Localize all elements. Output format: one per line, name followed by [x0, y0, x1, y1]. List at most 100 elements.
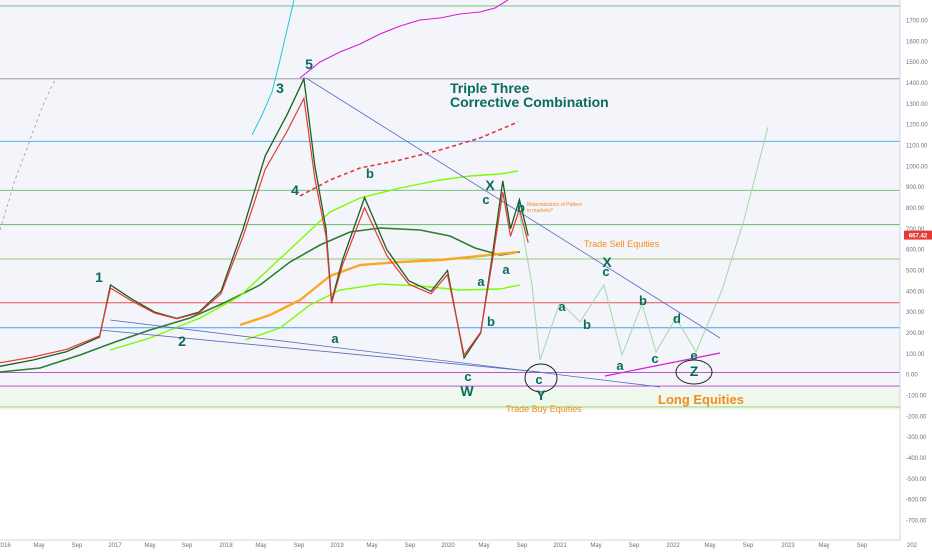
x-tick-label: Sep	[517, 543, 528, 549]
y-target-ellipse	[524, 363, 558, 393]
wave-label: 3	[276, 80, 284, 96]
y-tick-label: 1500.00	[906, 60, 928, 66]
x-tick-label: 2018	[219, 543, 233, 549]
x-tick-label: 2016	[0, 543, 11, 549]
wave-label: d	[673, 311, 681, 326]
wave-label: b	[583, 317, 591, 332]
x-tick-label: 2019	[330, 543, 344, 549]
y-tick-label: 800.00	[906, 206, 925, 212]
y-tick-label: 400.00	[906, 289, 925, 295]
z-target-ellipse	[675, 359, 713, 385]
y-tick-label: -700.00	[906, 518, 927, 524]
wave-label: e	[690, 348, 697, 363]
wave-label: a	[616, 358, 624, 373]
chart-title-line2: Corrective Combination	[450, 94, 609, 110]
x-tick-label: Sep	[405, 543, 416, 549]
x-axis-panel	[0, 540, 932, 550]
trendlines	[99, 77, 721, 388]
y-tick-label: 1200.00	[906, 123, 928, 129]
x-tick-label: May	[144, 543, 155, 549]
y-tick-label: 200.00	[906, 331, 925, 337]
x-tick-label: 2022	[666, 543, 680, 549]
ma-gray-dashed	[0, 79, 56, 231]
x-tick-label: May	[590, 543, 601, 549]
chart-title-line1: Triple Three	[450, 80, 530, 96]
y-tick-label: -200.00	[906, 414, 927, 420]
wave-label: Y	[536, 387, 546, 403]
x-tick-label: 202	[907, 543, 918, 549]
y-tick-label: 700.00	[906, 227, 925, 233]
y-tick-label: -100.00	[906, 393, 927, 399]
x-axis: 2016 May Sep 2017 May Sep 2018 May Sep 2019 May Sep…	[0, 543, 918, 549]
ma-red-dashed	[299, 121, 519, 197]
wave-label: 2	[178, 333, 186, 349]
last-price-value: 667.42	[909, 234, 928, 240]
plot-shaded-band	[0, 0, 900, 410]
y-tick-label: -500.00	[906, 477, 927, 483]
x-tick-label: Sep	[743, 543, 754, 549]
y-axis-panel	[900, 0, 932, 550]
y-tick-label: 500.00	[906, 268, 925, 274]
x-tick-label: May	[818, 543, 829, 549]
y-tick-label: 1300.00	[906, 102, 928, 108]
wave-label: 4	[291, 182, 299, 198]
trade-sell-label: Trade Sell Equities	[584, 239, 660, 249]
plot-green-band	[0, 389, 900, 410]
lower-trendline-1	[109, 319, 661, 388]
x-tick-label: May	[255, 543, 266, 549]
wave-label: a	[502, 262, 510, 277]
x-tick-label: 2017	[108, 543, 122, 549]
wave-label: 1	[95, 269, 103, 285]
upper-trendline	[305, 77, 721, 339]
wave-label: X	[485, 177, 495, 193]
wave-label: a	[331, 331, 339, 346]
wave-label: X	[602, 254, 612, 270]
z-trendline	[604, 352, 721, 377]
y-axis: 1700.00 1600.00 1500.00 1400.00 1300.00 1200.…	[906, 19, 928, 525]
annotations: Triple Three Corrective Combination Mate…	[450, 80, 744, 414]
moving-averages	[0, 0, 521, 373]
x-tick-label: May	[366, 543, 377, 549]
y-tick-label: 900.00	[906, 185, 925, 191]
materialization-note-line1: Materialization of Pattern	[527, 202, 583, 208]
wave-label: W	[460, 383, 474, 399]
materialization-note-line2: in markets?	[527, 208, 553, 214]
y-tick-label: 1700.00	[906, 19, 928, 25]
y-tick-label: -400.00	[906, 456, 927, 462]
x-tick-label: Sep	[857, 543, 868, 549]
price-ma-red	[0, 96, 529, 364]
ma-orange	[239, 250, 519, 327]
wave-label: Z	[690, 363, 699, 379]
y-tick-label: 300.00	[906, 310, 925, 316]
wave-label: a	[558, 299, 566, 314]
wave-label: c	[482, 192, 489, 207]
lower-trendline-2	[99, 329, 541, 373]
price-series	[0, 76, 529, 367]
wave-label: a	[477, 274, 485, 289]
ma-magenta	[299, 0, 509, 79]
y-tick-label: 0.00	[906, 373, 918, 379]
x-tick-label: 2020	[441, 543, 455, 549]
y-tick-label: 1000.00	[906, 164, 928, 170]
ma-dark-green	[0, 227, 521, 373]
x-tick-label: May	[478, 543, 489, 549]
y-tick-label: 100.00	[906, 352, 925, 358]
y-tick-label: 1100.00	[906, 143, 928, 149]
x-tick-label: Sep	[294, 543, 305, 549]
long-equities-label: Long Equities	[658, 392, 744, 407]
y-tick-label: -600.00	[906, 498, 927, 504]
y-tick-label: 600.00	[906, 248, 925, 254]
x-tick-label: 2023	[781, 543, 795, 549]
wave-label: c	[602, 264, 609, 279]
wave-label: b	[517, 200, 525, 215]
x-tick-label: Sep	[182, 543, 193, 549]
x-tick-label: May	[33, 543, 44, 549]
ma-cyan	[251, 0, 295, 136]
wave-label: b	[366, 166, 374, 181]
wave-label: b	[639, 293, 647, 308]
x-tick-label: May	[704, 543, 715, 549]
x-tick-label: 2021	[553, 543, 567, 549]
